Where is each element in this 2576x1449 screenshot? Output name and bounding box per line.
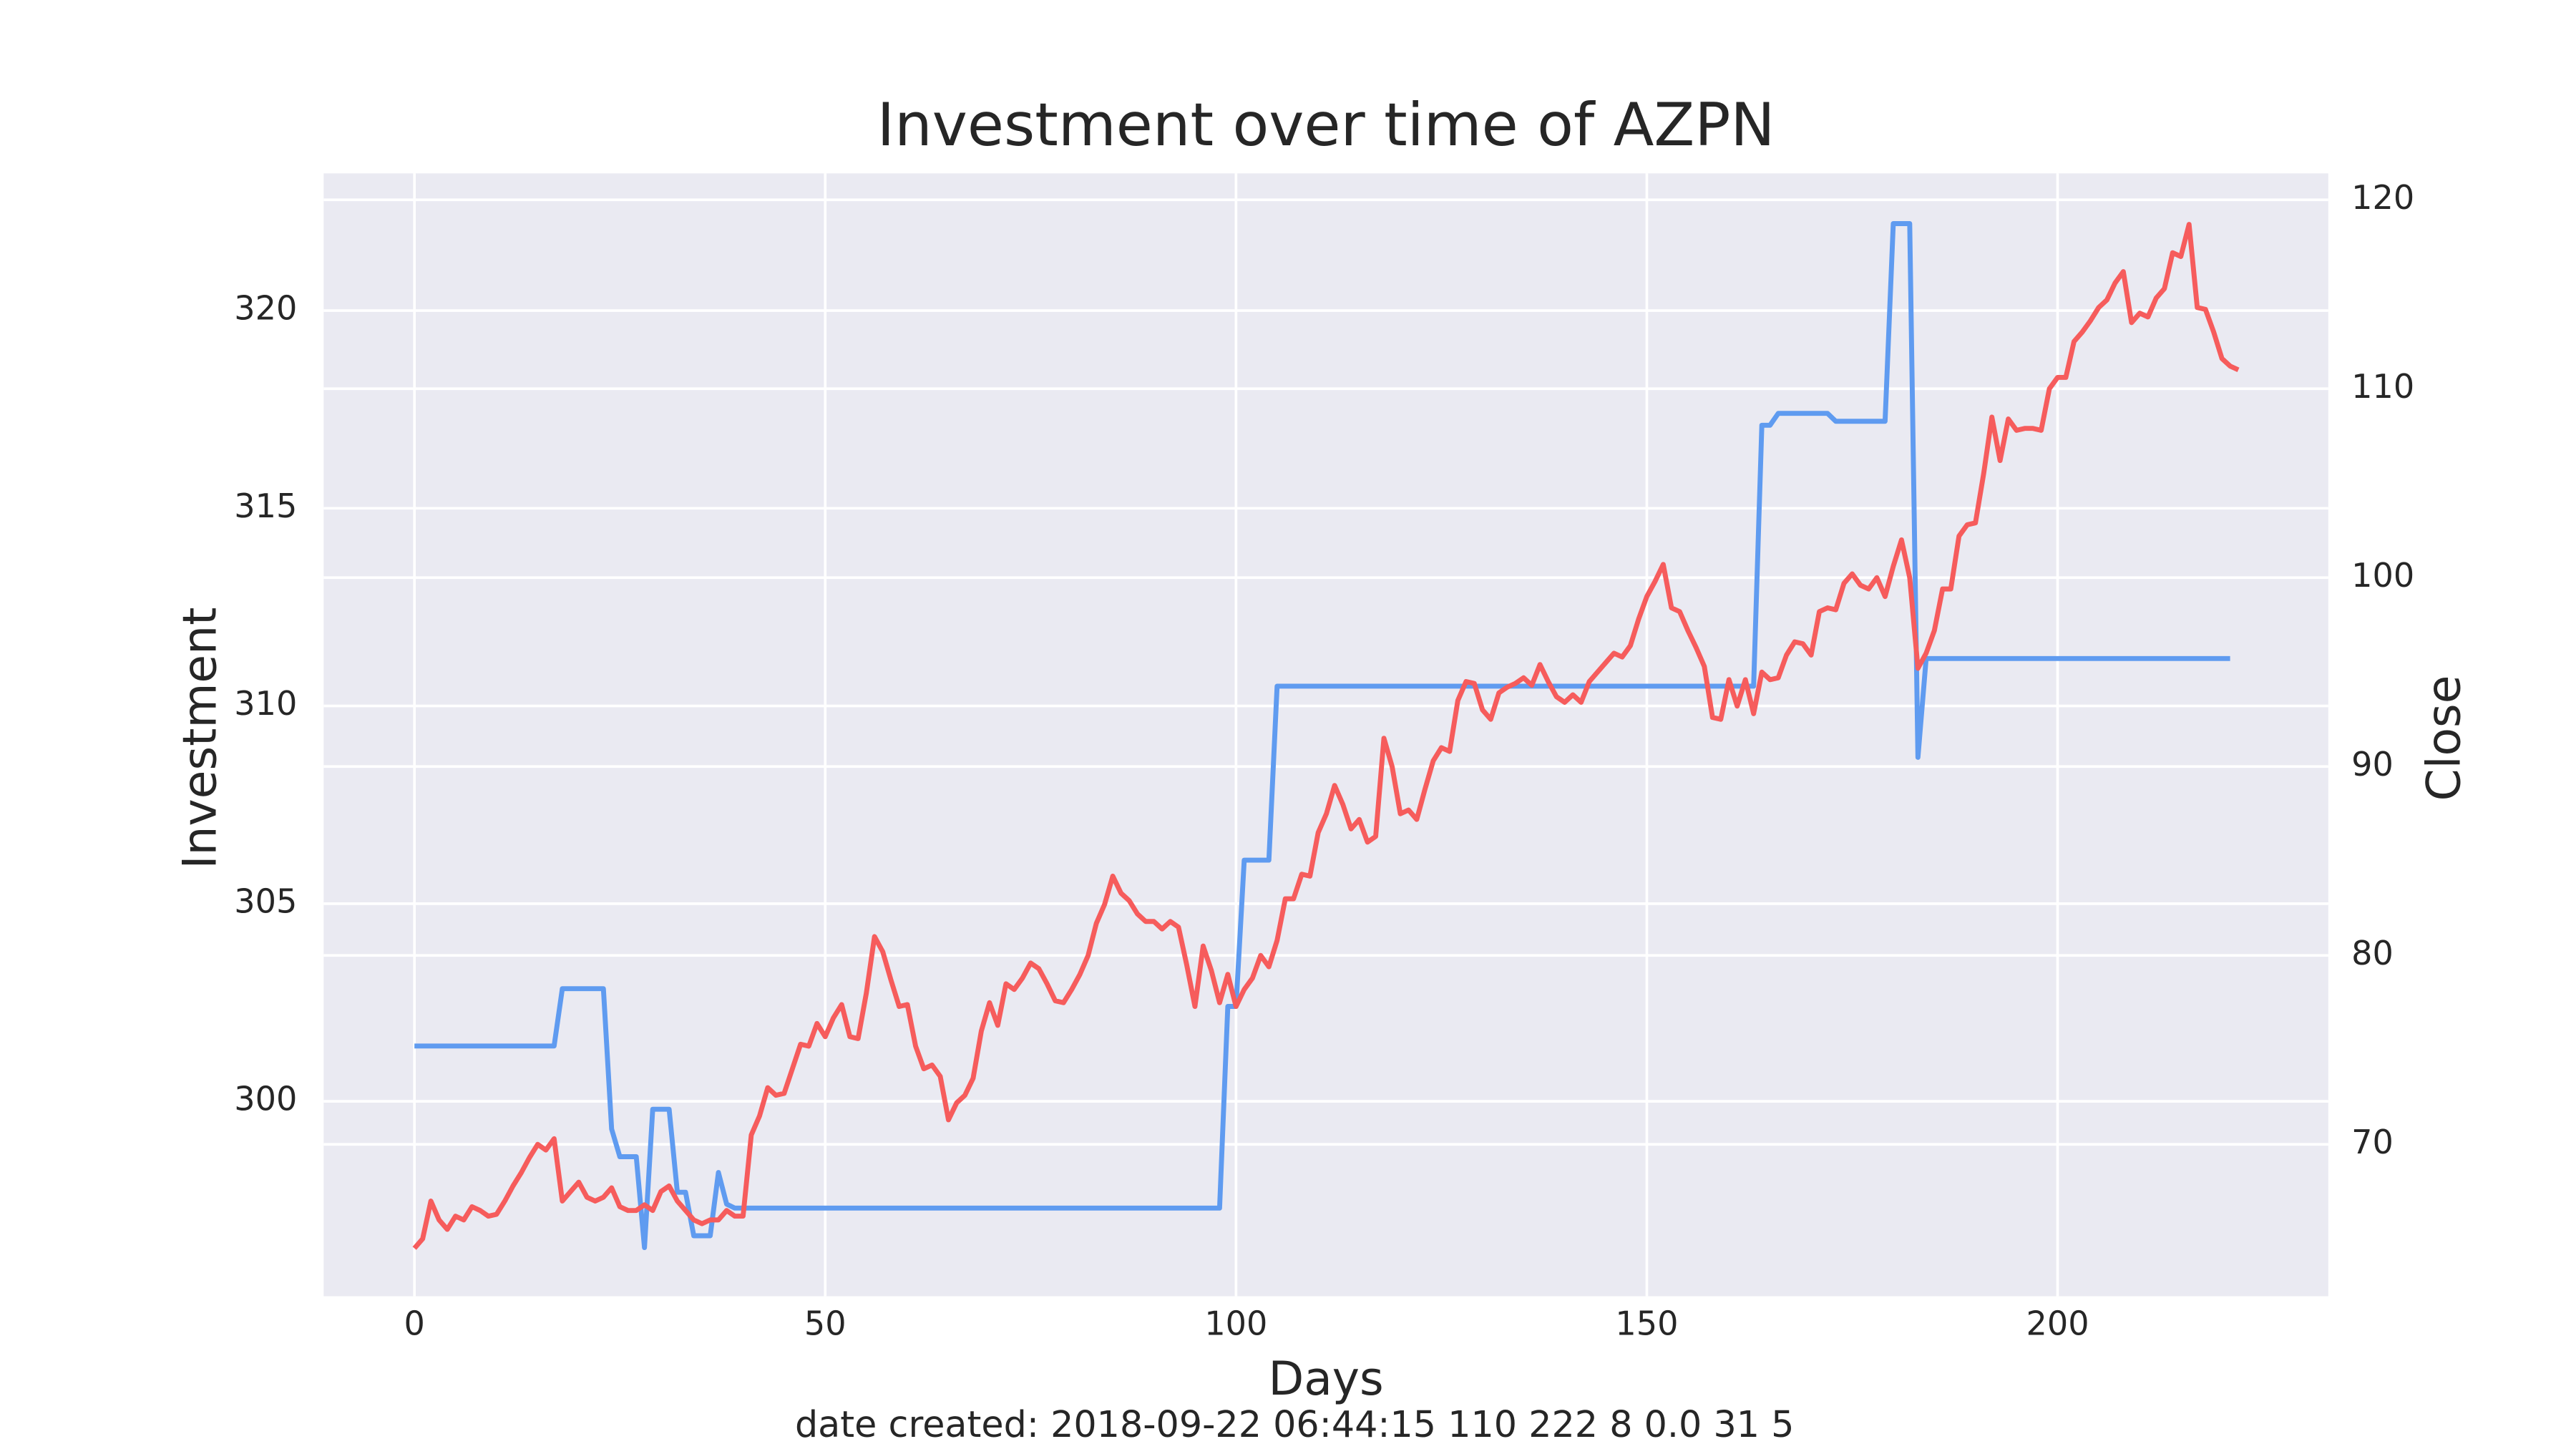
x-tick-label: 200 — [2026, 1304, 2089, 1343]
x-tick-label: 150 — [1615, 1304, 1678, 1343]
footer: date created: 2018-09-22 06:44:15 110 22… — [795, 1403, 1795, 1445]
x-tick-label: 0 — [404, 1304, 425, 1343]
y-tick-label: 315 — [234, 487, 297, 525]
y2-tick-label: 120 — [2351, 178, 2414, 217]
series-line — [414, 221, 2230, 1251]
series-line — [412, 222, 2240, 1250]
marks — [412, 221, 2240, 1251]
x-tick-label: 50 — [804, 1304, 847, 1343]
y-tick-label: 320 — [234, 289, 297, 328]
grid — [323, 173, 2328, 1297]
chart-title: Investment over time of AZPN — [877, 90, 1775, 160]
y2-tick-label: 110 — [2351, 367, 2414, 406]
x-tick-label: 100 — [1204, 1304, 1267, 1343]
y-axis-label: Investment — [173, 608, 227, 869]
x-axis-label: Days — [1268, 1352, 1383, 1406]
y-tick-label: 310 — [234, 684, 297, 723]
y2-tick-label: 100 — [2351, 556, 2414, 595]
y2-tick-label: 70 — [2351, 1123, 2394, 1161]
y2-axis-label: Close — [2418, 675, 2472, 801]
y2-tick-label: 80 — [2351, 934, 2394, 972]
y2-tick-label: 90 — [2351, 745, 2394, 784]
plot-area — [323, 173, 2328, 1297]
y-tick-label: 305 — [234, 882, 297, 920]
y-tick-label: 300 — [234, 1080, 297, 1118]
